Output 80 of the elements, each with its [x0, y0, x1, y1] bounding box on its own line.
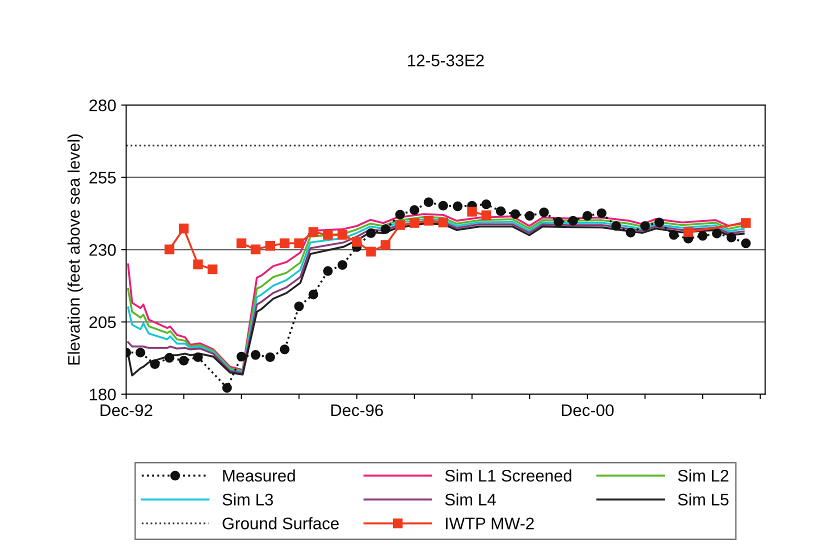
point	[178, 356, 189, 366]
point	[683, 227, 694, 237]
point	[481, 199, 492, 210]
point	[164, 244, 174, 254]
point	[164, 352, 174, 363]
point	[366, 246, 376, 257]
legend-label: Sim L1 Screened	[445, 469, 572, 482]
point	[280, 344, 290, 354]
point	[178, 224, 189, 234]
point	[236, 352, 246, 362]
y-tick-label: 255	[89, 172, 116, 184]
y-tick-label: 180	[90, 388, 116, 400]
point	[626, 228, 636, 238]
point	[668, 230, 679, 240]
legend-label: Sim L5	[678, 493, 728, 506]
point	[467, 206, 477, 217]
point	[265, 241, 275, 251]
point	[640, 221, 650, 231]
point	[338, 260, 348, 270]
x-tick-label: Dec-00	[562, 404, 614, 416]
point	[582, 210, 592, 221]
y-tick-label: 230	[89, 244, 116, 256]
point	[366, 228, 376, 238]
point	[352, 236, 362, 247]
point	[222, 382, 232, 393]
point	[712, 228, 722, 238]
point	[323, 266, 333, 276]
point	[410, 205, 420, 215]
point	[294, 238, 304, 248]
point	[250, 350, 260, 360]
point	[654, 218, 664, 228]
x-tick-label: Dec-96	[331, 404, 383, 416]
point	[308, 290, 318, 300]
point	[741, 238, 751, 248]
x-tick-label: Dec-92	[100, 404, 152, 416]
point	[323, 230, 333, 240]
point	[208, 264, 218, 274]
point	[294, 301, 304, 312]
point	[568, 216, 578, 226]
legend-label: IWTP MW-2	[446, 518, 534, 530]
point	[698, 230, 708, 241]
point	[395, 210, 405, 220]
point	[410, 218, 420, 228]
legend-label: Sim L3	[222, 493, 273, 506]
point	[496, 206, 506, 216]
point	[726, 232, 736, 242]
point	[265, 352, 275, 362]
point	[236, 238, 246, 248]
chart-title: 12-5-33E2	[408, 54, 484, 66]
point	[193, 260, 203, 270]
point	[510, 209, 520, 219]
point	[136, 348, 146, 358]
legend-label: Sim L2	[678, 469, 728, 482]
point	[280, 238, 290, 248]
point	[524, 210, 535, 221]
point	[481, 210, 492, 220]
y-tick-label: 205	[89, 316, 116, 328]
point	[150, 359, 160, 369]
point	[539, 207, 549, 218]
point	[424, 216, 434, 226]
y-tick-label: 280	[89, 99, 116, 112]
point	[452, 201, 463, 212]
point	[554, 217, 564, 227]
point	[438, 218, 448, 228]
point	[380, 224, 390, 234]
point	[308, 227, 318, 237]
point	[395, 220, 405, 230]
point	[338, 230, 348, 240]
legend-label: Measured	[223, 469, 295, 482]
point	[611, 221, 622, 231]
point	[380, 240, 390, 250]
point	[741, 218, 751, 228]
point	[424, 197, 434, 208]
y-axis-title: Elevation (feet above sea level)	[68, 134, 84, 365]
point	[438, 200, 448, 211]
legend-label: Ground Surface	[222, 517, 339, 530]
point	[193, 352, 203, 362]
legend-label: Sim L4	[445, 493, 496, 506]
point	[250, 244, 260, 254]
point	[596, 208, 606, 218]
